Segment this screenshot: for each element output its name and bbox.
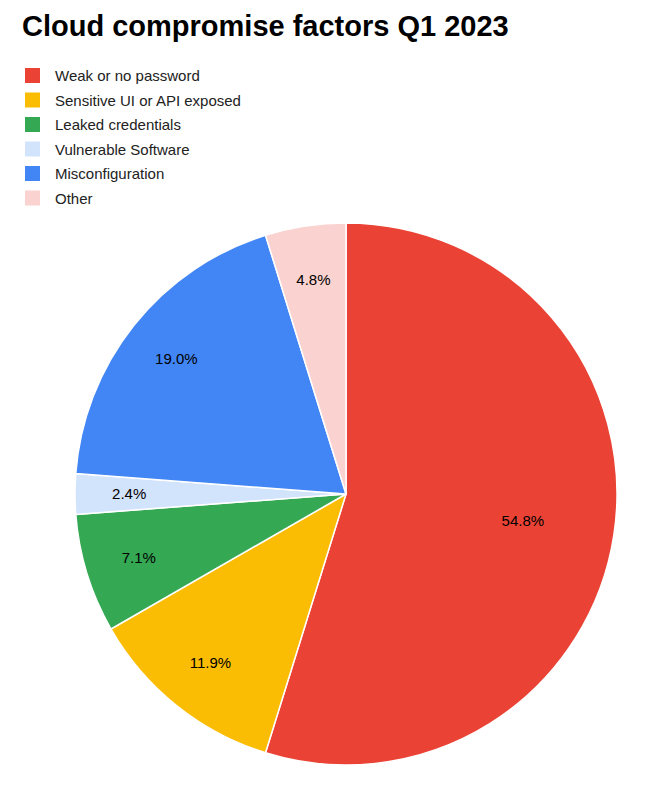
title: Cloud compromise factors Q1 2023 — [22, 10, 509, 42]
legend-swatch — [25, 142, 40, 157]
legend-swatch — [25, 93, 40, 108]
data-label: 11.9% — [190, 654, 231, 671]
data-label: 7.1% — [122, 549, 156, 566]
legend-label: Vulnerable Software — [55, 141, 190, 158]
legend: Weak or no password Sensitive UI or API e… — [25, 67, 241, 207]
slices — [75, 223, 617, 765]
legend-label: Other — [55, 190, 93, 207]
pie-slice — [266, 223, 346, 494]
data-label: 19.0% — [155, 350, 198, 367]
legend-swatch — [25, 166, 40, 181]
legend-swatch — [25, 191, 40, 206]
data-labels: 54.8% 11.9% 7.1% 2.4% 19.0% 4.8% — [112, 271, 544, 672]
legend-label: Leaked credentials — [55, 116, 181, 133]
data-label: 2.4% — [112, 485, 146, 502]
pie-slice — [76, 494, 346, 629]
chart: Cloud compromise factors Q1 2023 Weak or … — [0, 0, 670, 795]
data-label: 4.8% — [296, 271, 330, 288]
data-label: 54.8% — [502, 512, 545, 529]
legend-label: Sensitive UI or API exposed — [55, 92, 241, 109]
legend-label: Misconfiguration — [55, 165, 164, 182]
legend-label: Weak or no password — [55, 67, 200, 84]
legend-swatch — [25, 68, 40, 83]
legend-swatch — [25, 117, 40, 132]
